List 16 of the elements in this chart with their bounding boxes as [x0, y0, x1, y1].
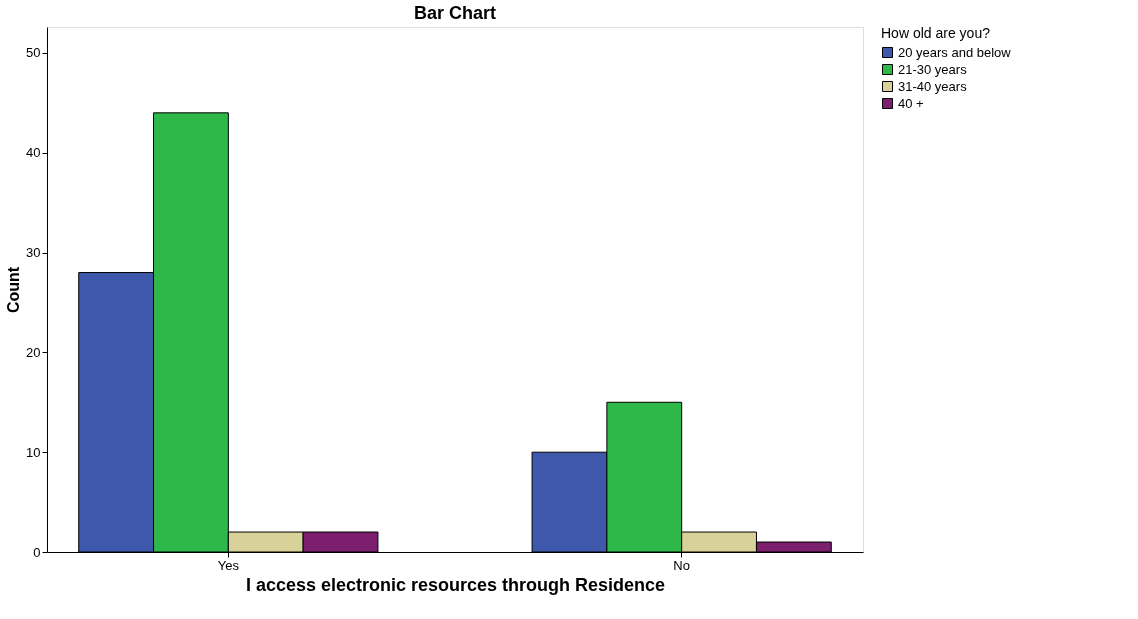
y-tick-label: 20 — [26, 344, 41, 360]
legend-title: How old are you? — [881, 25, 991, 41]
x-tick-label: No — [673, 557, 690, 573]
legend-label: 20 years and below — [898, 44, 1012, 60]
legend-label: 31-40 years — [898, 78, 968, 94]
legend-label: 21-30 years — [898, 61, 968, 77]
y-axis-title: Count — [5, 266, 23, 314]
chart-title: Bar Chart — [413, 3, 497, 23]
y-tick-label: 0 — [33, 544, 41, 560]
x-axis-title: I access electronic resources through Residence — [245, 574, 666, 595]
x-tick-label: Yes — [217, 557, 240, 573]
y-tick-label: 10 — [26, 444, 41, 460]
y-tick-label: 40 — [26, 145, 41, 161]
y-tick-label: 30 — [26, 245, 41, 261]
legend-label: 40 + — [898, 95, 924, 111]
y-tick-label: 50 — [26, 45, 41, 61]
